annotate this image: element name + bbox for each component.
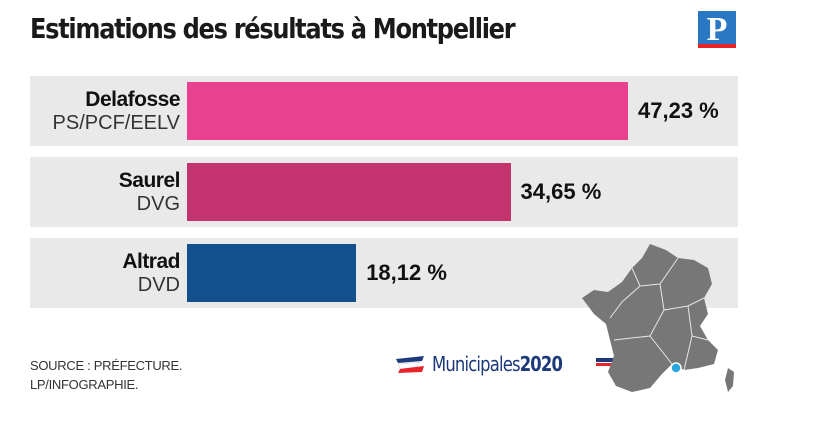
value-label: 18,12 % xyxy=(366,260,447,285)
source-line-1: SOURCE : PRÉFECTURE. xyxy=(30,358,183,373)
bar-label-group: Delafosse PS/PCF/EELV xyxy=(30,76,181,146)
party-label: DVD xyxy=(137,273,180,296)
brand-year: 2020 xyxy=(519,352,563,376)
tricolor-arrow-icon xyxy=(396,356,424,373)
source-note: SOURCE : PRÉFECTURE. LP/INFOGRAPHIE. xyxy=(30,356,182,394)
value-label: 34,65 % xyxy=(520,179,602,204)
region-borders xyxy=(609,257,709,371)
bar-altrad xyxy=(187,244,357,302)
party-label: DVG xyxy=(136,192,180,215)
bar-row-saurel: Saurel DVG 34,65 % xyxy=(30,157,738,227)
corsica-shape xyxy=(725,368,734,392)
bar-delafosse xyxy=(187,82,628,140)
france-mainland-shape xyxy=(582,244,718,392)
brand-word: Municipales xyxy=(432,352,521,376)
france-map xyxy=(582,244,734,392)
candidate-name: Altrad xyxy=(122,249,180,273)
source-line-2: LP/INFOGRAPHIE. xyxy=(30,377,139,392)
bar-saurel xyxy=(187,163,511,221)
chart-title: Estimations des résultats à Montpellier xyxy=(30,12,516,45)
le-parisien-logo: P xyxy=(698,11,736,48)
bar-label-group: Altrad DVD xyxy=(30,238,180,308)
candidate-name: Delafosse xyxy=(85,87,180,111)
party-label: PS/PCF/EELV xyxy=(52,111,180,134)
municipales-2020-logo: Municipales2020 xyxy=(394,352,625,376)
value-label: 47,23 % xyxy=(638,98,719,123)
brand-text: Municipales2020 xyxy=(432,352,563,376)
bar-label-group: Saurel DVG xyxy=(30,157,181,227)
bar-row-delafosse: Delafosse PS/PCF/EELV 47,23 % xyxy=(30,76,738,146)
montpellier-marker xyxy=(670,362,682,374)
candidate-name: Saurel xyxy=(118,168,181,192)
